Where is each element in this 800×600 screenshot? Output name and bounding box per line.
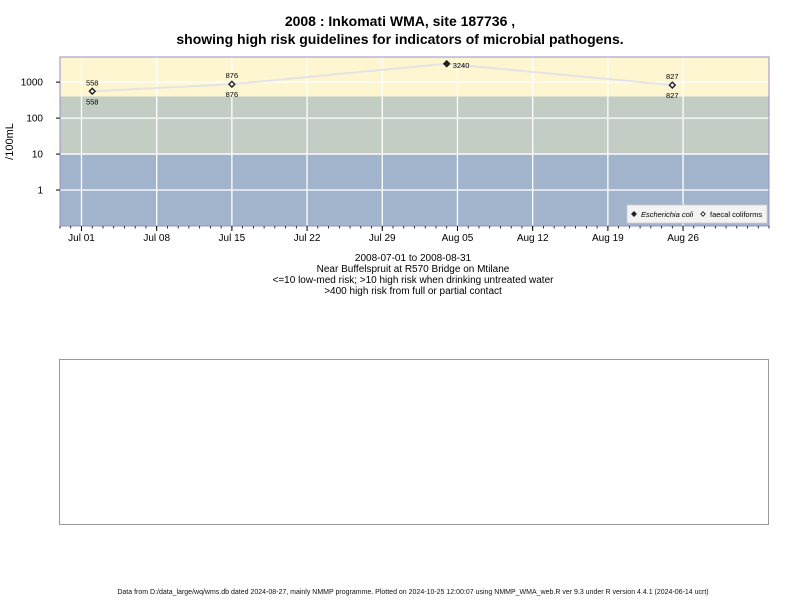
legend-box bbox=[626, 204, 768, 224]
x-tick-label-3: Jul 22 bbox=[294, 233, 321, 244]
y-tick-label-3: 1000 bbox=[21, 78, 44, 89]
legend-marker-1 bbox=[700, 211, 706, 217]
risk-guideline-drinking-text: <=10 low-med risk; >10 high risk when dr… bbox=[272, 275, 554, 286]
site-description-text: Near Buffelspruit at R570 Bridge on Mtil… bbox=[316, 264, 510, 275]
footer-text: Data from D:/data_large/wq/wms.db dated … bbox=[117, 589, 709, 596]
chart-title-line2: showing high risk guidelines for indicat… bbox=[176, 31, 624, 47]
series-line-0 bbox=[92, 62, 673, 93]
x-tick-label-2: Jul 15 bbox=[219, 233, 246, 244]
series-0-point-2 bbox=[442, 59, 451, 68]
y-tick-label-0: 1 bbox=[37, 186, 43, 197]
series-1-label-2: 827 bbox=[666, 91, 679, 100]
chart-title-line1: 2008 : Inkomati WMA, site 187736 , bbox=[284, 13, 516, 29]
legend-label-1: faecal coliforms bbox=[710, 210, 762, 219]
x-tick-label-0: Jul 01 bbox=[68, 233, 95, 244]
y-tick-label-1: 10 bbox=[32, 150, 44, 161]
series-1-point-2 bbox=[669, 81, 676, 89]
series-1-label-1: 876 bbox=[226, 90, 239, 99]
series-1-point-1 bbox=[228, 81, 236, 88]
series-1-point-0 bbox=[89, 88, 96, 95]
risk-band-1 bbox=[60, 96, 769, 155]
x-tick-label-7: Aug 19 bbox=[592, 233, 624, 244]
series-0-label-0: 558 bbox=[86, 78, 99, 87]
risk-band-2 bbox=[60, 57, 769, 97]
legend-label-0: Escherichia coli bbox=[641, 210, 693, 219]
series-0-label-2: 3240 bbox=[453, 61, 470, 70]
series-0-label-1: 876 bbox=[226, 71, 239, 80]
x-tick-label-4: Jul 29 bbox=[369, 233, 396, 244]
y-axis-label: /100mL bbox=[4, 123, 16, 160]
date-range-text: 2008-07-01 to 2008-08-31 bbox=[354, 253, 472, 264]
risk-guideline-contact-text: >400 high risk from full or partial cont… bbox=[324, 286, 502, 297]
series-0-label-3: 827 bbox=[666, 72, 679, 81]
x-tick-label-1: Jul 08 bbox=[143, 233, 170, 244]
y-tick-label-2: 100 bbox=[26, 114, 43, 125]
legend-marker-0 bbox=[631, 211, 637, 217]
x-tick-label-8: Aug 26 bbox=[667, 233, 699, 244]
x-tick-label-5: Aug 05 bbox=[442, 233, 474, 244]
empty-plot-panel bbox=[59, 359, 769, 525]
x-tick-label-6: Aug 12 bbox=[517, 233, 549, 244]
series-1-label-0: 558 bbox=[86, 97, 99, 106]
